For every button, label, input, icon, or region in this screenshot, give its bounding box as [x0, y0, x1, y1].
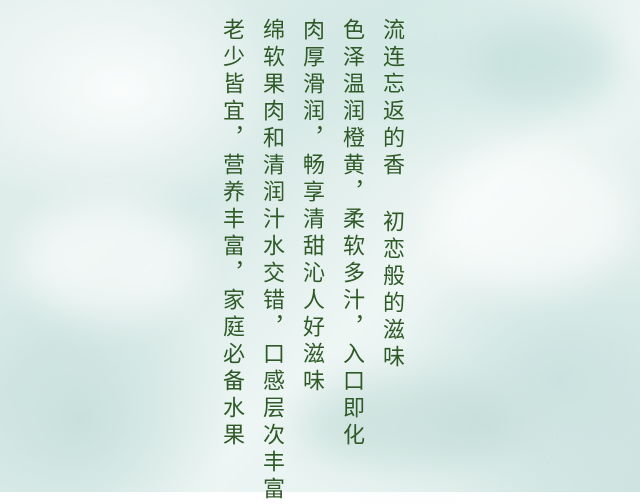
poem-column-4: 绵软果肉和清润汁水交错，口感层次丰富: [259, 18, 284, 504]
mist-cloud: [300, 380, 520, 470]
mist-cloud: [430, 150, 630, 290]
mist-cloud: [20, 200, 200, 320]
watercolor-background: [0, 0, 640, 492]
poem-column-2: 色泽温润橙黄，柔软多汁，入口即化: [339, 18, 364, 450]
mist-cloud: [470, 20, 620, 110]
vertical-poem: 流连忘返的香 初恋般的滋味 色泽温润橙黄，柔软多汁，入口即化 肉厚滑润，畅享清甜…: [216, 18, 404, 504]
poem-column-5: 老少皆宜，营养丰富，家庭必备水果: [219, 18, 244, 450]
poem-column-3: 肉厚滑润，畅享清甜沁人好滋味: [299, 18, 324, 396]
poem-column-1: 流连忘返的香 初恋般的滋味: [379, 18, 404, 372]
